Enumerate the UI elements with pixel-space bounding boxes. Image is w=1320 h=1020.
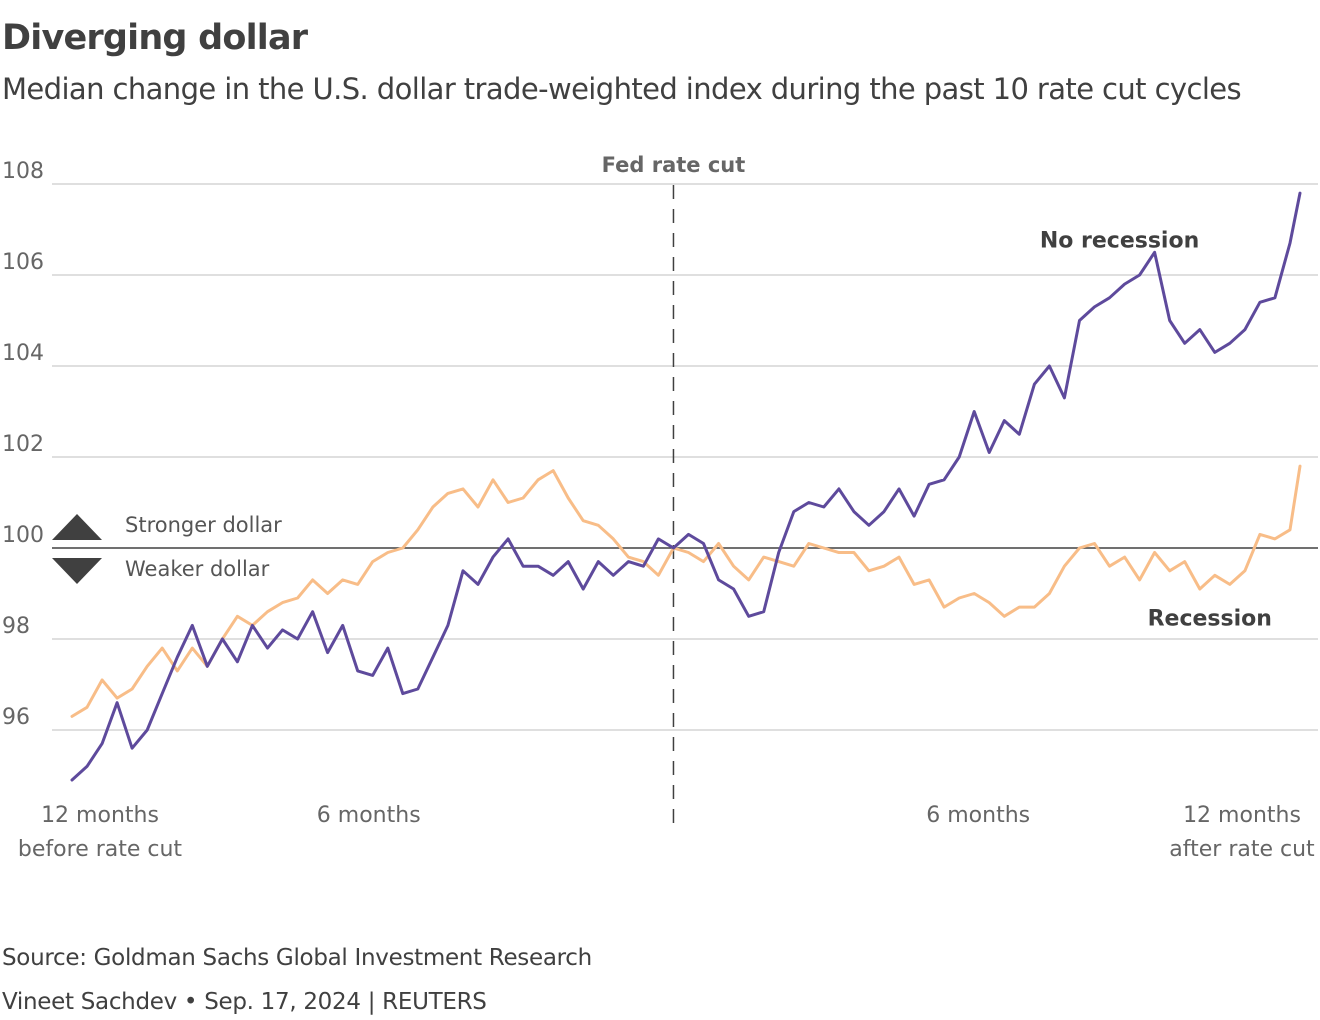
y-tick-label-106: 106 [2, 250, 44, 275]
series-labels: No recession Recession [1040, 229, 1272, 632]
x-tick-label-2: 6 months [926, 803, 1030, 828]
byline: Vineet Sachdev • Sep. 17, 2024 | REUTERS [2, 989, 487, 1015]
y-tick-label-100: 100 [2, 523, 44, 548]
series-line-no-recession [70, 191, 1302, 782]
y-tick-label-96: 96 [2, 705, 30, 730]
line-chart: 96 98 100 102 104 106 108 12 months before rate… [2, 153, 1318, 862]
source-note: Source: Goldman Sachs Global Investment … [2, 945, 592, 971]
direction-markers: Stronger dollar Weaker dollar [52, 513, 282, 584]
x-axis-labels: 12 months before rate cut 6 months 6 months… [18, 803, 1315, 862]
stronger-dollar-label: Stronger dollar [125, 513, 282, 537]
series-label-no-recession: No recession [1040, 229, 1199, 254]
chart-title: Diverging dollar [2, 18, 308, 58]
x-tick-label-0: 12 months [41, 803, 159, 828]
chart-subtitle: Median change in the U.S. dollar trade-w… [2, 72, 1242, 106]
series-lines [70, 191, 1302, 782]
down-triangle-icon [52, 558, 102, 584]
y-tick-label-104: 104 [2, 341, 44, 366]
up-triangle-icon [52, 514, 102, 540]
weaker-dollar-label: Weaker dollar [125, 557, 270, 581]
y-tick-label-98: 98 [2, 614, 30, 639]
fed-rate-cut-label: Fed rate cut [602, 153, 746, 177]
x-tick-sublabel-3: after rate cut [1169, 837, 1315, 862]
x-tick-label-1: 6 months [317, 803, 421, 828]
series-line-recession [70, 464, 1302, 718]
x-tick-sublabel-0: before rate cut [18, 837, 183, 862]
y-axis-labels: 96 98 100 102 104 106 108 [2, 159, 44, 730]
series-label-recession: Recession [1148, 606, 1272, 631]
gridlines [52, 183, 1318, 731]
y-tick-label-102: 102 [2, 432, 44, 457]
x-tick-label-3: 12 months [1183, 803, 1301, 828]
y-tick-label-108: 108 [2, 159, 44, 184]
